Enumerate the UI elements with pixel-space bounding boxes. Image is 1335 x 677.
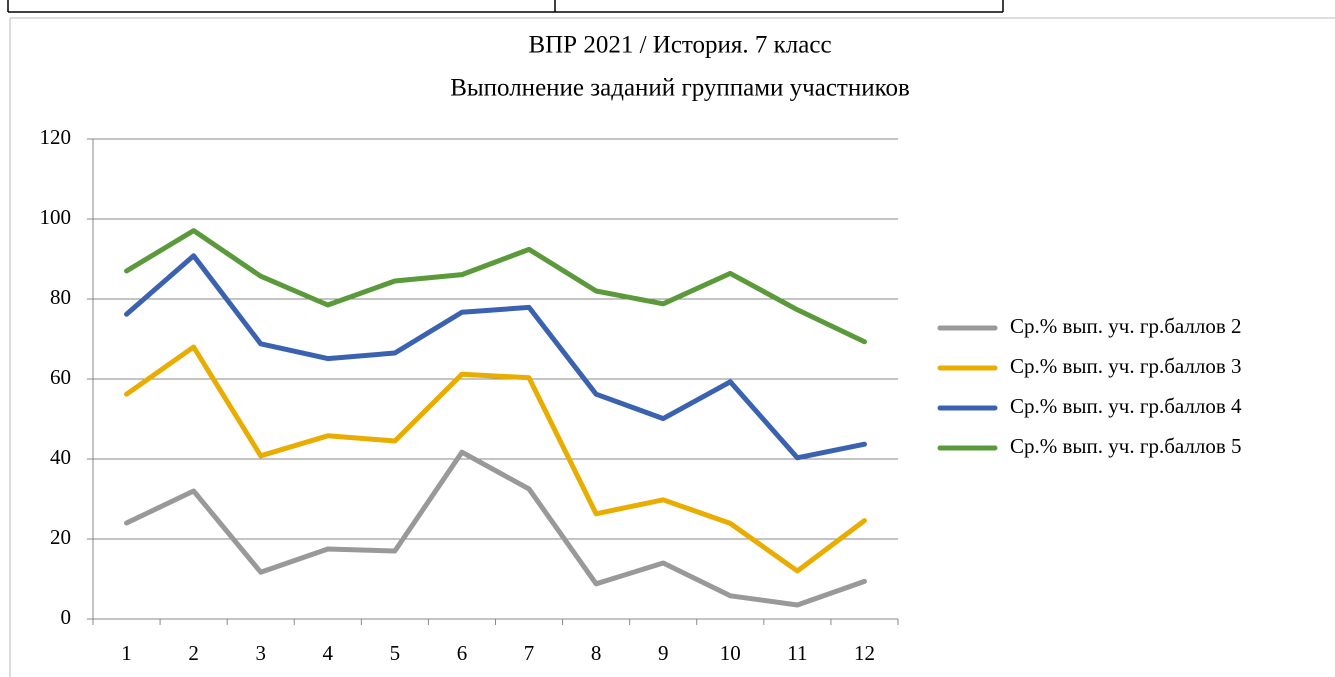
series-line — [124, 228, 867, 345]
chart-title: ВПР 2021 / История. 7 класс — [528, 32, 831, 59]
y-tick-label: 20 — [50, 525, 71, 549]
y-tick-label: 120 — [40, 125, 72, 149]
x-tick-label: 6 — [457, 641, 468, 665]
series-line — [124, 344, 867, 574]
x-tick-label: 9 — [658, 641, 669, 665]
legend-label: Ср.% вып. уч. гр.баллов 3 — [1010, 354, 1242, 378]
legend-label: Ср.% вып. уч. гр.баллов 4 — [1010, 394, 1242, 418]
x-tick-label: 3 — [255, 641, 266, 665]
legend-label: Ср.% вып. уч. гр.баллов 2 — [1010, 314, 1242, 338]
y-tick-label: 100 — [40, 205, 72, 229]
y-tick-label: 40 — [50, 445, 71, 469]
y-tick-label: 80 — [50, 285, 71, 309]
x-tick-label: 5 — [390, 641, 401, 665]
series-line — [124, 449, 867, 608]
x-tick-label: 4 — [323, 641, 334, 665]
x-tick-label: 1 — [121, 641, 132, 665]
x-tick-label: 12 — [854, 641, 875, 665]
x-tick-label: 2 — [188, 641, 199, 665]
x-tick-label: 8 — [591, 641, 602, 665]
x-tick-label: 10 — [720, 641, 741, 665]
page-frame — [7, 0, 1004, 13]
chart-subtitle: Выполнение заданий группами участников — [450, 75, 910, 102]
series-line — [124, 253, 867, 461]
y-tick-label: 0 — [61, 605, 72, 629]
legend-label: Ср.% вып. уч. гр.баллов 5 — [1010, 434, 1242, 458]
y-tick-label: 60 — [50, 365, 71, 389]
x-tick-label: 7 — [524, 641, 535, 665]
x-tick-label: 11 — [787, 641, 807, 665]
